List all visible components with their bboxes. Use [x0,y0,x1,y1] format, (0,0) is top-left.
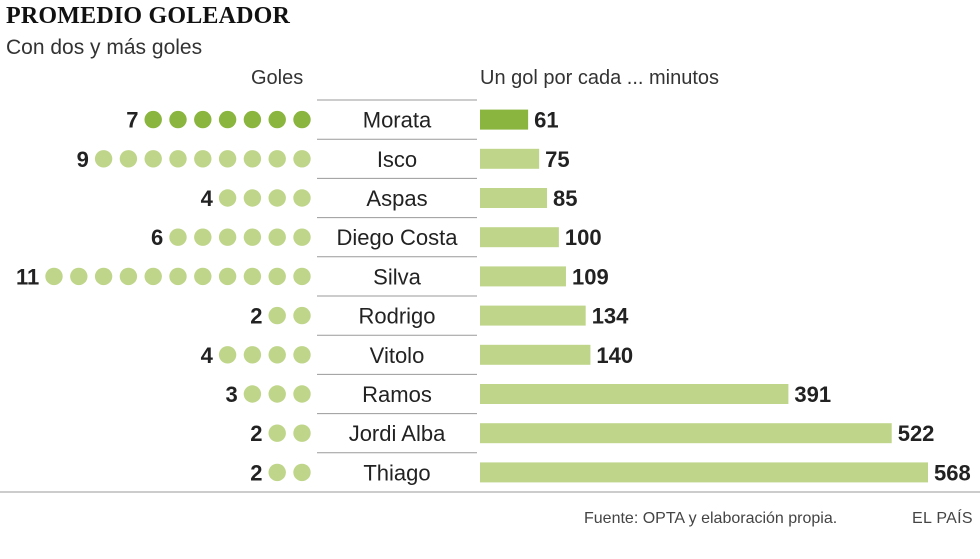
goal-dot [293,189,311,207]
chart-title: PROMEDIO GOLEADOR [6,3,291,29]
minutes-bar [480,266,566,287]
goal-dot [194,110,212,129]
minutes-bar [480,148,540,169]
minutes-value-label: 140 [596,343,633,368]
goal-dot [169,267,187,286]
player-name-label: Vitolo [370,343,425,368]
minutes-value-label: 522 [898,421,935,446]
goal-dot [94,150,113,168]
goal-dot [293,150,311,168]
goal-dot [169,150,187,168]
player-name-label: Isco [377,147,417,172]
minutes-value-label: 75 [545,147,569,172]
goal-dot [144,150,162,168]
goal-count-label: 7 [126,108,138,133]
goal-dot [243,228,262,246]
goal-dot [268,228,286,246]
goal-dot [243,110,262,129]
minutes-bar [480,344,591,365]
goal-dot [194,267,212,286]
goal-dot [218,189,237,207]
player-name-label: Ramos [362,382,432,407]
chart-subtitle: Con dos y más goles [6,36,203,59]
goal-dot [45,267,63,286]
minutes-bar [480,109,529,130]
goal-count-label: 4 [201,186,214,211]
goal-count-label: 9 [77,147,89,172]
minutes-value-label: 391 [794,382,831,407]
goal-dot [293,385,311,403]
goal-dot [119,150,138,168]
goal-dot [268,267,286,286]
goal-dot [293,306,311,325]
minutes-bar [480,227,559,248]
brand-label: EL PAÍS [912,510,973,527]
goal-dot [144,110,162,129]
goal-count-label: 2 [250,460,262,485]
goal-dot [268,306,286,325]
goal-dot [268,346,286,364]
player-name-label: Silva [373,264,421,289]
goal-count-label: 6 [151,225,163,250]
goal-dot [293,110,311,129]
goal-dot [268,189,286,207]
goal-dot [144,267,162,286]
minutes-bar [480,462,928,483]
minutes-column-header: Un gol por cada ... minutos [480,67,720,89]
goal-dot [268,385,286,403]
player-name-label: Thiago [363,460,430,485]
goal-dot [169,228,187,246]
goal-count-label: 11 [16,264,39,289]
goal-dot [194,228,212,246]
goal-dot [218,110,237,129]
minutes-value-label: 109 [572,264,609,289]
goal-dot [119,267,138,286]
player-name-label: Diego Costa [336,225,458,250]
minutes-value-label: 134 [592,304,629,329]
goal-dot [243,189,262,207]
goal-dot [70,267,88,286]
goal-dot [268,424,286,442]
minutes-bar [480,384,789,404]
player-name-label: Jordi Alba [349,421,446,446]
goal-dot [268,150,286,168]
goal-dot [293,424,311,442]
goal-dot [293,463,311,482]
goal-dot [218,346,237,364]
goal-dot [268,463,286,482]
minutes-value-label: 61 [534,108,558,133]
minutes-bar [480,188,548,208]
minutes-value-label: 85 [553,186,577,211]
player-name-label: Rodrigo [358,304,435,329]
goal-dot [293,228,311,246]
goal-dot [293,267,311,286]
goal-dot [243,385,262,403]
player-name-label: Morata [363,108,432,133]
goal-count-label: 2 [250,304,262,329]
goal-dot [169,110,187,129]
goal-count-label: 3 [225,382,237,407]
goals-column-header: Goles [251,67,304,89]
goal-dot [243,150,262,168]
goal-dot [218,267,237,286]
source-note: Fuente: OPTA y elaboración propia. [584,510,838,527]
goal-dot [194,150,212,168]
goal-dot [243,346,262,364]
goal-dot [293,346,311,364]
goal-dot [243,267,262,286]
minutes-value-label: 100 [565,225,602,250]
goal-dot [218,150,237,168]
goal-dot [218,228,237,246]
goal-dot [94,267,113,286]
chart-rows: 7 Morata 61 9 Isco 75 4 Aspas 85 6 Diego Costa 100 1… [16,99,971,493]
minutes-value-label: 568 [934,460,971,485]
goal-count-label: 4 [201,343,214,368]
goal-dot [268,110,286,129]
minutes-bar [480,305,586,326]
minutes-bar [480,423,892,444]
player-name-label: Aspas [366,186,427,211]
goal-count-label: 2 [250,421,262,446]
